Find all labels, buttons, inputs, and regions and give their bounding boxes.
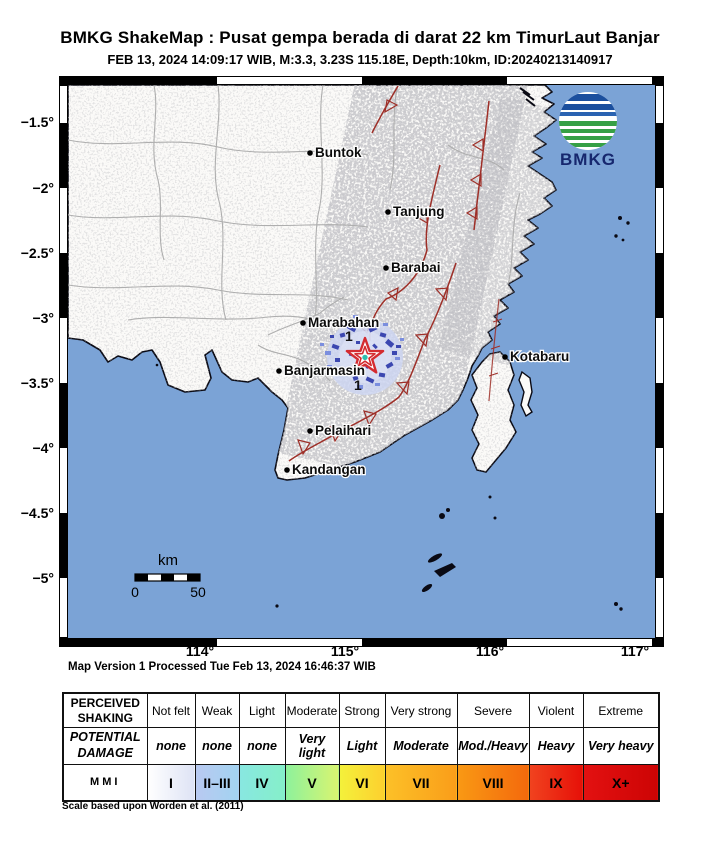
lat-tick-label: −3.5° xyxy=(20,375,54,391)
city-label-kandangan: Kandangan xyxy=(292,462,366,477)
legend-cell: Extreme xyxy=(582,692,660,728)
lon-tick-label: 114° xyxy=(185,643,215,659)
event-info-subtitle: FEB 13, 2024 14:09:17 WIB, M:3.3, 3.23S … xyxy=(107,52,613,67)
city-label-pelaihari: Pelaihari xyxy=(315,423,371,438)
mmi-scale-cell: X+ xyxy=(582,764,660,802)
map-frame-left xyxy=(59,85,68,638)
fault-lines xyxy=(288,85,503,462)
lat-tick-label: −4.5° xyxy=(20,505,54,521)
mmi-scale-cell: VI xyxy=(338,764,386,802)
lon-tick-label: 116° xyxy=(475,643,505,659)
lat-tick-label: −2° xyxy=(32,180,54,196)
map-frame-bottom xyxy=(59,638,664,647)
legend-cell: Heavy xyxy=(528,727,584,765)
admin-boundaries xyxy=(68,85,521,382)
legend-cell: none xyxy=(238,727,286,765)
legend-cell: Weak xyxy=(194,692,240,728)
map-frame-right xyxy=(655,85,664,638)
legend-cell: Not felt xyxy=(146,692,196,728)
map-svg: 1 1 Buntok Tanjung Barabai Marabahan Ban… xyxy=(67,84,655,638)
mmi-scale-cell: IX xyxy=(528,764,584,802)
legend-cell: Very strong xyxy=(384,692,458,728)
legend-cell: Moderate xyxy=(284,692,340,728)
scale-bar-unit: km xyxy=(158,552,178,569)
scale-bar: km 0 50 xyxy=(131,552,206,600)
bmkg-logo: BMKG xyxy=(559,92,617,169)
city-label-marabahan: Marabahan xyxy=(308,315,379,330)
mmi-legend-table: PERCEIVED SHAKING Not felt Weak Light Mo… xyxy=(62,692,660,802)
lat-tick-label: −4° xyxy=(32,440,54,456)
legend-row-header: PERCEIVED SHAKING xyxy=(62,692,148,728)
scale-bar-min: 0 xyxy=(131,584,139,600)
lat-tick-label: −3° xyxy=(32,310,54,326)
city-label-banjarmasin: Banjarmasin xyxy=(284,363,365,378)
lat-tick-label: −1.5° xyxy=(20,114,54,130)
legend-row-perceived: PERCEIVED SHAKING Not felt Weak Light Mo… xyxy=(62,692,660,728)
legend-row-mmi: MMI I II–III IV V VI VII VIII IX X+ xyxy=(62,764,660,802)
legend-cell: Very heavy xyxy=(582,727,660,765)
mmi-scale-cell: I xyxy=(146,764,196,802)
legend-cell: Violent xyxy=(528,692,584,728)
scale-bar-max: 50 xyxy=(190,584,206,600)
page-title: BMKG ShakeMap : Pusat gempa berada di da… xyxy=(60,28,660,47)
legend-row-header: MMI xyxy=(62,764,148,802)
legend-row-damage: POTENTIAL DAMAGE none none none Very lig… xyxy=(62,727,660,765)
legend-source-note: Scale based upon Worden et al. (2011) xyxy=(62,801,244,812)
legend-cell: none xyxy=(146,727,196,765)
mmi-scale-cell: IV xyxy=(238,764,286,802)
city-label-tanjung: Tanjung xyxy=(393,204,445,219)
mmi-scale-cell: VIII xyxy=(456,764,530,802)
mmi-scale-cell: V xyxy=(284,764,340,802)
mmi-scale-cell: VII xyxy=(384,764,458,802)
city-label-kotabaru: Kotabaru xyxy=(510,349,569,364)
legend-cell: Light xyxy=(238,692,286,728)
legend-cell: Mod./Heavy xyxy=(456,727,530,765)
legend-cell: none xyxy=(194,727,240,765)
legend-cell: Strong xyxy=(338,692,386,728)
contour-label-2: 1 xyxy=(354,377,362,393)
small-islands xyxy=(155,87,630,611)
legend-row-header: POTENTIAL DAMAGE xyxy=(62,727,148,765)
map-frame-top xyxy=(59,76,664,85)
legend-cell: Severe xyxy=(456,692,530,728)
city-label-barabai: Barabai xyxy=(391,260,441,275)
lat-tick-label: −5° xyxy=(32,570,54,586)
legend-cell: Light xyxy=(338,727,386,765)
lon-tick-label: 117° xyxy=(620,643,650,659)
mmi-scale-cell: II–III xyxy=(194,764,240,802)
contour-label-1: 1 xyxy=(345,328,353,344)
island-sebuku xyxy=(518,370,533,418)
map-version-text: Map Version 1 Processed Tue Feb 13, 2024… xyxy=(68,661,376,673)
lon-tick-label: 115° xyxy=(330,643,360,659)
bmkg-logo-text: BMKG xyxy=(560,150,616,169)
lat-tick-label: −2.5° xyxy=(20,245,54,261)
city-labels: Buntok Tanjung Barabai Marabahan Banjarm… xyxy=(283,144,571,479)
shakemap-canvas: 1 1 Buntok Tanjung Barabai Marabahan Ban… xyxy=(67,84,655,638)
city-label-buntok: Buntok xyxy=(315,145,362,160)
legend-cell: Moderate xyxy=(384,727,458,765)
epicenter-star-icon xyxy=(345,336,385,374)
city-markers xyxy=(276,150,508,473)
legend-cell: Very light xyxy=(284,727,340,765)
